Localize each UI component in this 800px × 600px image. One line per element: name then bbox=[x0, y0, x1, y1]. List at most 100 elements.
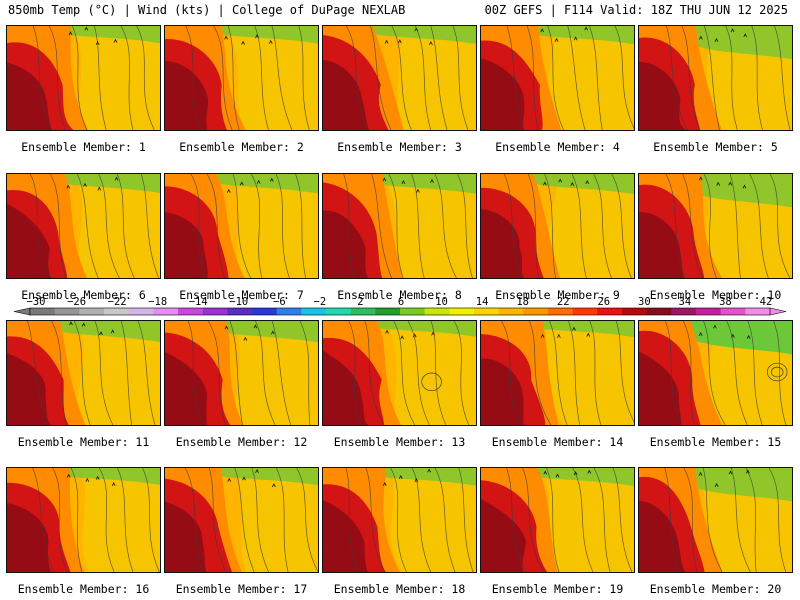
colorbar-swatch bbox=[350, 308, 376, 315]
ensemble-panel-9 bbox=[480, 173, 635, 279]
contour-line bbox=[207, 321, 226, 425]
colorbar-swatch bbox=[597, 308, 623, 315]
colorbar-tick-label: 22 bbox=[557, 296, 570, 308]
wind-barb bbox=[382, 482, 387, 487]
ensemble-member-label: Ensemble Member: 8 bbox=[337, 288, 462, 302]
colorbar-svg: −30 −26 −22 −18 −14 −10 −6 −2 2 6 10 14 18 22 26 30 34 38… bbox=[13, 296, 787, 316]
contour-line bbox=[681, 26, 701, 130]
temperature-map bbox=[7, 468, 160, 572]
contour-line bbox=[568, 321, 581, 425]
colorbar-left-arrow bbox=[13, 307, 31, 316]
wind-barb bbox=[243, 336, 248, 341]
colorbar-outline bbox=[29, 307, 771, 316]
yellow-zone bbox=[397, 26, 476, 130]
darkred-zone bbox=[481, 498, 527, 572]
contour-line bbox=[702, 468, 723, 572]
darkred-zone bbox=[481, 58, 525, 130]
temperature-map bbox=[323, 174, 476, 278]
contour-line bbox=[116, 174, 135, 278]
colorbar-tick-label: 26 bbox=[597, 296, 610, 308]
ensemble-member-label: Ensemble Member: 17 bbox=[175, 582, 308, 596]
temperature-map bbox=[323, 321, 476, 425]
contour-line bbox=[526, 26, 539, 130]
contour-line bbox=[665, 174, 685, 278]
colorbar-swatch bbox=[30, 308, 55, 315]
yellow-zone bbox=[390, 468, 476, 572]
colorbar-swatch bbox=[449, 308, 475, 315]
contour-line bbox=[117, 468, 134, 572]
wind-barb bbox=[699, 35, 703, 40]
contour-line bbox=[255, 321, 276, 425]
ensemble-member-label: Ensemble Member: 12 bbox=[175, 435, 308, 449]
ensemble-panel-18 bbox=[322, 467, 477, 573]
contour-ring bbox=[421, 372, 442, 392]
darkred-zone bbox=[639, 62, 687, 130]
contour-line bbox=[390, 468, 407, 572]
contour-line bbox=[726, 321, 748, 425]
contour-line bbox=[529, 321, 552, 425]
contour-line bbox=[589, 321, 602, 425]
contour-line bbox=[589, 26, 603, 130]
temperature-map bbox=[481, 321, 634, 425]
contour-line bbox=[136, 26, 155, 130]
ensemble-member-label: Ensemble Member: 2 bbox=[179, 140, 304, 154]
contour-line bbox=[453, 321, 470, 425]
colorbar-swatch bbox=[696, 308, 721, 315]
wind-barb bbox=[430, 178, 434, 183]
colorbar-swatch bbox=[400, 308, 425, 315]
wind-barb bbox=[113, 38, 118, 43]
contour-line bbox=[703, 174, 717, 278]
contour-line bbox=[682, 321, 695, 425]
colorbar-swatch bbox=[745, 308, 771, 315]
ensemble-panel-2 bbox=[164, 25, 319, 131]
contour-line bbox=[229, 321, 243, 425]
contour-line bbox=[48, 26, 66, 130]
wind-barb bbox=[554, 37, 559, 42]
darkred-zone bbox=[165, 61, 209, 130]
wind-barb bbox=[698, 471, 703, 476]
darkred-zone bbox=[639, 500, 686, 572]
ensemble-member-label: Ensemble Member: 11 bbox=[17, 435, 150, 449]
wind-barb bbox=[268, 39, 273, 44]
wind-barb bbox=[540, 333, 545, 338]
wind-barb bbox=[255, 34, 259, 39]
wind-barb bbox=[584, 26, 588, 31]
contour-line bbox=[611, 174, 632, 278]
contour-line bbox=[546, 468, 560, 572]
ensemble-member-label: Ensemble Member: 3 bbox=[337, 140, 462, 154]
contour-line bbox=[612, 468, 633, 572]
contour-line bbox=[593, 468, 611, 572]
wind-barb bbox=[99, 331, 103, 336]
map-title: 850mb Temp (°C) | Wind (kts) | College o… bbox=[8, 3, 406, 17]
yellow-zone bbox=[81, 468, 160, 572]
contour-line bbox=[730, 468, 751, 572]
darkred-zone bbox=[7, 62, 53, 130]
wind-barb bbox=[713, 324, 717, 329]
contour-line bbox=[275, 174, 290, 278]
contour-line bbox=[72, 26, 88, 130]
contour-line bbox=[250, 174, 263, 278]
wind-barb bbox=[586, 332, 591, 337]
ensemble-panel-19 bbox=[480, 467, 635, 573]
colorbar-swatch bbox=[252, 308, 277, 315]
darkred-zone bbox=[323, 210, 369, 278]
contour-line bbox=[430, 26, 448, 130]
contour-line bbox=[295, 174, 306, 278]
wind-barb bbox=[714, 483, 719, 488]
contour-line bbox=[185, 26, 201, 130]
darkred-zone bbox=[165, 351, 208, 425]
wind-barb bbox=[714, 38, 719, 43]
wind-barb bbox=[242, 476, 246, 481]
ensemble-panel-20 bbox=[638, 467, 793, 573]
contour-line bbox=[94, 321, 114, 425]
ensemble-panel-1 bbox=[6, 25, 161, 131]
colorbar-swatch bbox=[622, 308, 647, 315]
wind-barb bbox=[384, 39, 389, 44]
temperature-map bbox=[639, 468, 792, 572]
contour-line bbox=[51, 321, 67, 425]
contour-line bbox=[749, 174, 769, 278]
ensemble-panel-12 bbox=[164, 320, 319, 426]
wind-barb bbox=[398, 474, 403, 479]
wind-barb bbox=[239, 181, 244, 186]
contour-line bbox=[430, 321, 447, 425]
